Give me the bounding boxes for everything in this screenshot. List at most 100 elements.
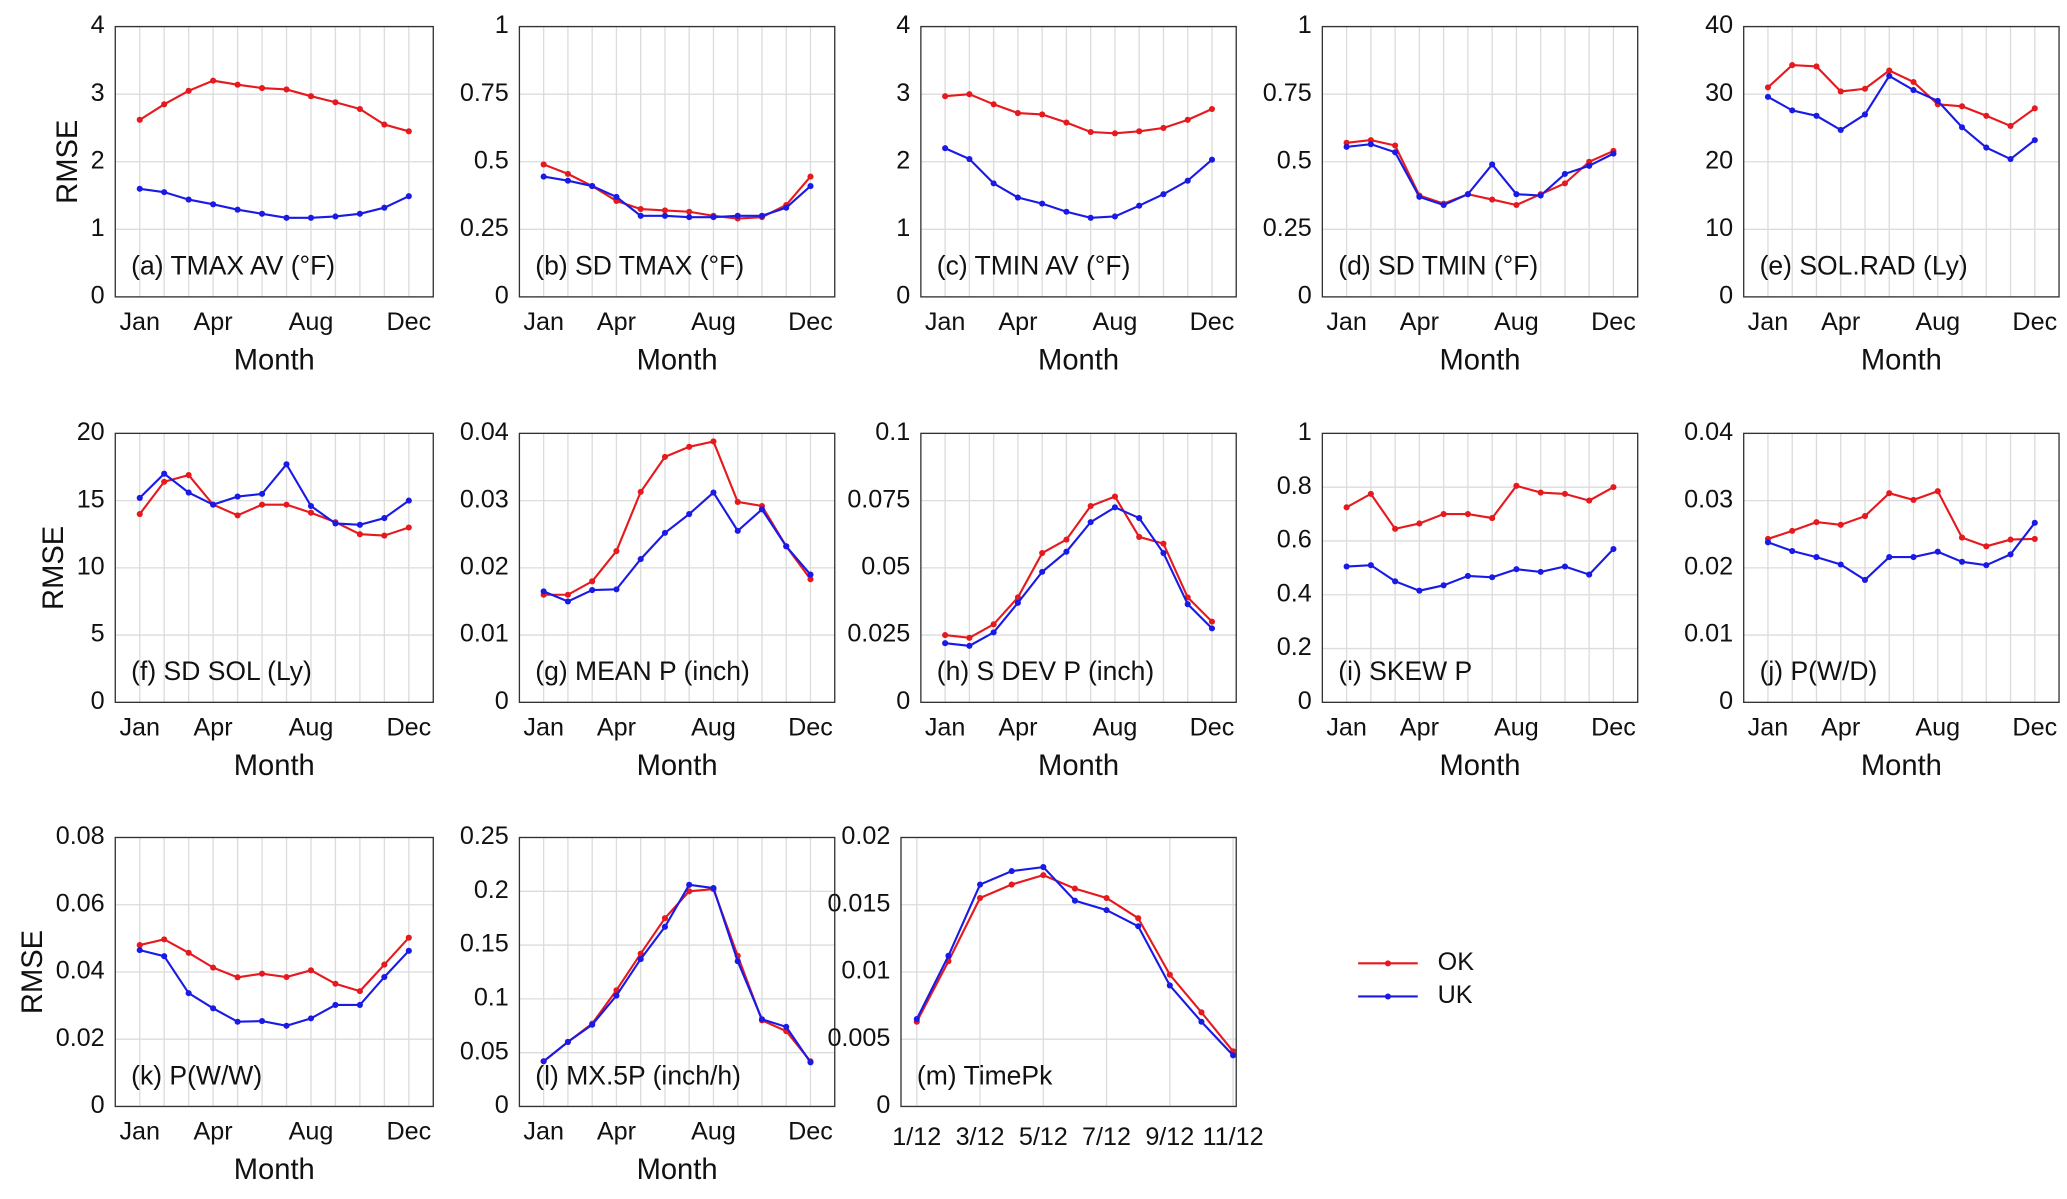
data-point bbox=[637, 950, 644, 957]
y-tick-label: 0.06 bbox=[56, 889, 105, 917]
y-tick-label: 10 bbox=[77, 553, 105, 581]
data-point bbox=[1343, 504, 1350, 511]
data-point bbox=[307, 967, 315, 974]
data-point bbox=[637, 212, 644, 219]
series-line bbox=[542, 888, 812, 1063]
y-tick-label: 0.2 bbox=[1277, 633, 1312, 661]
y-tick-label: 10 bbox=[1705, 214, 1733, 242]
data-point bbox=[1135, 915, 1142, 922]
subplot: Jan Apr Aug Dec 0 10 20 30 40 (e) SOL.RAD (Ly) Mon… bbox=[1705, 11, 2060, 377]
data-point bbox=[966, 634, 973, 641]
y-tick-label: 0.01 bbox=[841, 957, 890, 985]
y-tick-label: 0.25 bbox=[460, 822, 509, 850]
data-point bbox=[1813, 112, 1820, 119]
data-point bbox=[942, 93, 949, 100]
series-line bbox=[1346, 548, 1615, 592]
data-point bbox=[1166, 971, 1173, 978]
data-point bbox=[307, 214, 315, 221]
data-point bbox=[356, 1001, 363, 1008]
data-point bbox=[564, 591, 571, 598]
data-point bbox=[1561, 180, 1568, 187]
data-point bbox=[1983, 144, 1990, 151]
x-tick-label: Apr bbox=[194, 713, 233, 741]
subplot: Jan Apr Aug Dec 0 0.25 0.5 0.75 1 (d) SD TMIN (°F… bbox=[1263, 11, 1639, 377]
data-point bbox=[2031, 535, 2038, 542]
data-point bbox=[1910, 554, 1917, 561]
data-point bbox=[1464, 572, 1471, 579]
y-tick-label: 1 bbox=[896, 214, 910, 242]
y-tick-label: 0.5 bbox=[1277, 146, 1312, 174]
series-line bbox=[139, 949, 410, 1027]
data-point bbox=[1071, 885, 1078, 892]
y-tick-label: 0 bbox=[1298, 687, 1312, 715]
data-point bbox=[1103, 894, 1110, 902]
y-tick-label: 0.05 bbox=[460, 1037, 509, 1065]
data-point bbox=[1789, 547, 1796, 555]
panel-title: (a) TMAX AV (°F) bbox=[131, 251, 335, 281]
data-point bbox=[807, 1059, 814, 1066]
data-point bbox=[1160, 540, 1167, 547]
data-point bbox=[1367, 490, 1374, 497]
data-point bbox=[1184, 601, 1191, 608]
data-point bbox=[1160, 191, 1167, 198]
data-point bbox=[185, 949, 192, 956]
data-point bbox=[161, 478, 168, 485]
y-tick-label: 0 bbox=[896, 687, 910, 715]
y-axis-label: RMSE bbox=[52, 120, 84, 204]
x-tick-label: Aug bbox=[691, 1118, 736, 1146]
x-tick-label: Apr bbox=[1400, 713, 1439, 741]
data-point bbox=[356, 210, 363, 217]
data-point bbox=[1813, 554, 1820, 561]
data-point bbox=[1861, 576, 1869, 584]
data-point bbox=[990, 621, 997, 628]
y-tick-label: 0 bbox=[91, 1091, 105, 1119]
data-point bbox=[637, 488, 644, 495]
panel-title: (g) MEAN P (inch) bbox=[535, 656, 750, 686]
y-tick-label: 0.6 bbox=[1277, 526, 1312, 554]
data-point bbox=[1489, 574, 1496, 581]
x-axis-label: Month bbox=[637, 345, 718, 377]
data-point bbox=[1208, 105, 1216, 113]
data-point bbox=[1071, 897, 1078, 904]
data-point bbox=[136, 947, 143, 954]
data-point bbox=[356, 521, 363, 528]
data-point bbox=[332, 99, 339, 106]
y-tick-label: 0.05 bbox=[861, 553, 910, 581]
data-point bbox=[589, 586, 596, 594]
data-point bbox=[637, 956, 644, 963]
x-axis-label: Month bbox=[1038, 750, 1119, 782]
data-point bbox=[540, 161, 547, 168]
y-tick-label: 0.005 bbox=[827, 1024, 890, 1052]
data-point bbox=[710, 885, 717, 892]
data-point bbox=[1111, 213, 1118, 220]
x-tick-label: Aug bbox=[289, 308, 334, 336]
series-line bbox=[945, 93, 1213, 135]
data-point bbox=[613, 586, 620, 593]
data-point bbox=[613, 193, 620, 200]
data-point bbox=[405, 128, 412, 135]
data-point bbox=[1198, 1018, 1205, 1025]
panel-title: (e) SOL.RAD (Ly) bbox=[1760, 251, 1968, 281]
y-tick-label: 0 bbox=[896, 282, 910, 310]
data-point bbox=[258, 210, 266, 217]
x-axis-label: Month bbox=[234, 750, 315, 782]
x-tick-label: Apr bbox=[194, 1118, 233, 1146]
data-point bbox=[1230, 1052, 1237, 1059]
x-tick-label: Jan bbox=[119, 713, 160, 741]
data-point bbox=[1958, 534, 1966, 541]
data-point bbox=[564, 598, 571, 605]
data-point bbox=[1014, 194, 1021, 201]
data-point bbox=[1103, 907, 1110, 914]
data-point bbox=[1537, 489, 1544, 496]
x-tick-label: Dec bbox=[788, 713, 833, 741]
data-point bbox=[1392, 578, 1399, 585]
data-point bbox=[2007, 551, 2014, 558]
data-point bbox=[1861, 85, 1869, 92]
legend-label: OK bbox=[1438, 948, 1475, 976]
data-point bbox=[1039, 111, 1046, 118]
data-point bbox=[686, 208, 693, 215]
axes-box bbox=[114, 836, 434, 1108]
data-point bbox=[283, 461, 290, 468]
data-point bbox=[1813, 63, 1820, 70]
